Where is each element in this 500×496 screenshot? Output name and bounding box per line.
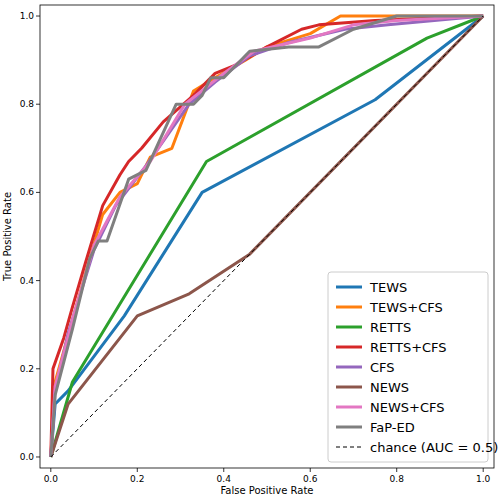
x-tick-label: 0.4 xyxy=(217,474,232,484)
x-tick xyxy=(310,468,311,472)
y-tick-label: 0.6 xyxy=(20,187,35,197)
y-tick xyxy=(36,368,40,369)
y-tick xyxy=(36,456,40,457)
legend-swatch xyxy=(336,366,362,369)
x-tick-label: 0.2 xyxy=(130,474,144,484)
y-tick xyxy=(36,280,40,281)
y-tick-label: 1.0 xyxy=(20,11,35,21)
legend-label: NEWS xyxy=(370,380,409,395)
legend-label: chance (AUC = 0.5) xyxy=(370,440,498,455)
x-tick-label: 0.0 xyxy=(44,474,59,484)
x-tick-label: 1.0 xyxy=(476,474,491,484)
legend-label: FaP-ED xyxy=(370,420,415,435)
y-tick xyxy=(36,104,40,105)
y-tick-label: 0.8 xyxy=(20,99,35,109)
y-tick-label: 0.2 xyxy=(20,364,34,374)
x-tick-label: 0.8 xyxy=(390,474,405,484)
legend-swatch xyxy=(336,426,362,429)
legend-swatch xyxy=(336,447,362,448)
legend-label: RETTS xyxy=(370,320,411,335)
x-tick xyxy=(483,468,484,472)
x-axis-label: False Positive Rate xyxy=(221,485,314,496)
x-tick xyxy=(137,468,138,472)
legend-label: TEWS xyxy=(369,280,407,295)
legend-swatch xyxy=(336,346,362,349)
legend-label: TEWS+CFS xyxy=(369,300,443,315)
legend-label: RETTS+CFS xyxy=(370,340,447,355)
legend-swatch xyxy=(336,406,362,409)
legend: TEWS TEWS+CFS RETTS RETTS+CFS CFS NEWS NEWS+CF… xyxy=(328,272,498,462)
legend-swatch xyxy=(336,306,362,309)
legend-label: CFS xyxy=(370,360,395,375)
plot-frame xyxy=(40,5,494,468)
legend-box xyxy=(328,272,488,462)
y-axis-label: True Positive Rate xyxy=(2,192,13,282)
legend-swatch xyxy=(336,286,362,289)
legend-swatch xyxy=(336,386,362,389)
legend-swatch xyxy=(336,326,362,329)
y-tick xyxy=(36,16,40,17)
legend-label: NEWS+CFS xyxy=(370,400,445,415)
y-tick-label: 0.0 xyxy=(20,452,35,462)
x-tick xyxy=(50,468,51,472)
y-tick-label: 0.4 xyxy=(20,276,35,286)
y-tick xyxy=(36,192,40,193)
x-tick xyxy=(396,468,397,472)
x-tick-label: 0.6 xyxy=(303,474,318,484)
x-tick xyxy=(223,468,224,472)
chart: 0.0 0.2 0.4 0.6 0.8 1.0 0.0 0.2 0.4 0.6 0.8 1.0 Fals… xyxy=(0,0,500,496)
